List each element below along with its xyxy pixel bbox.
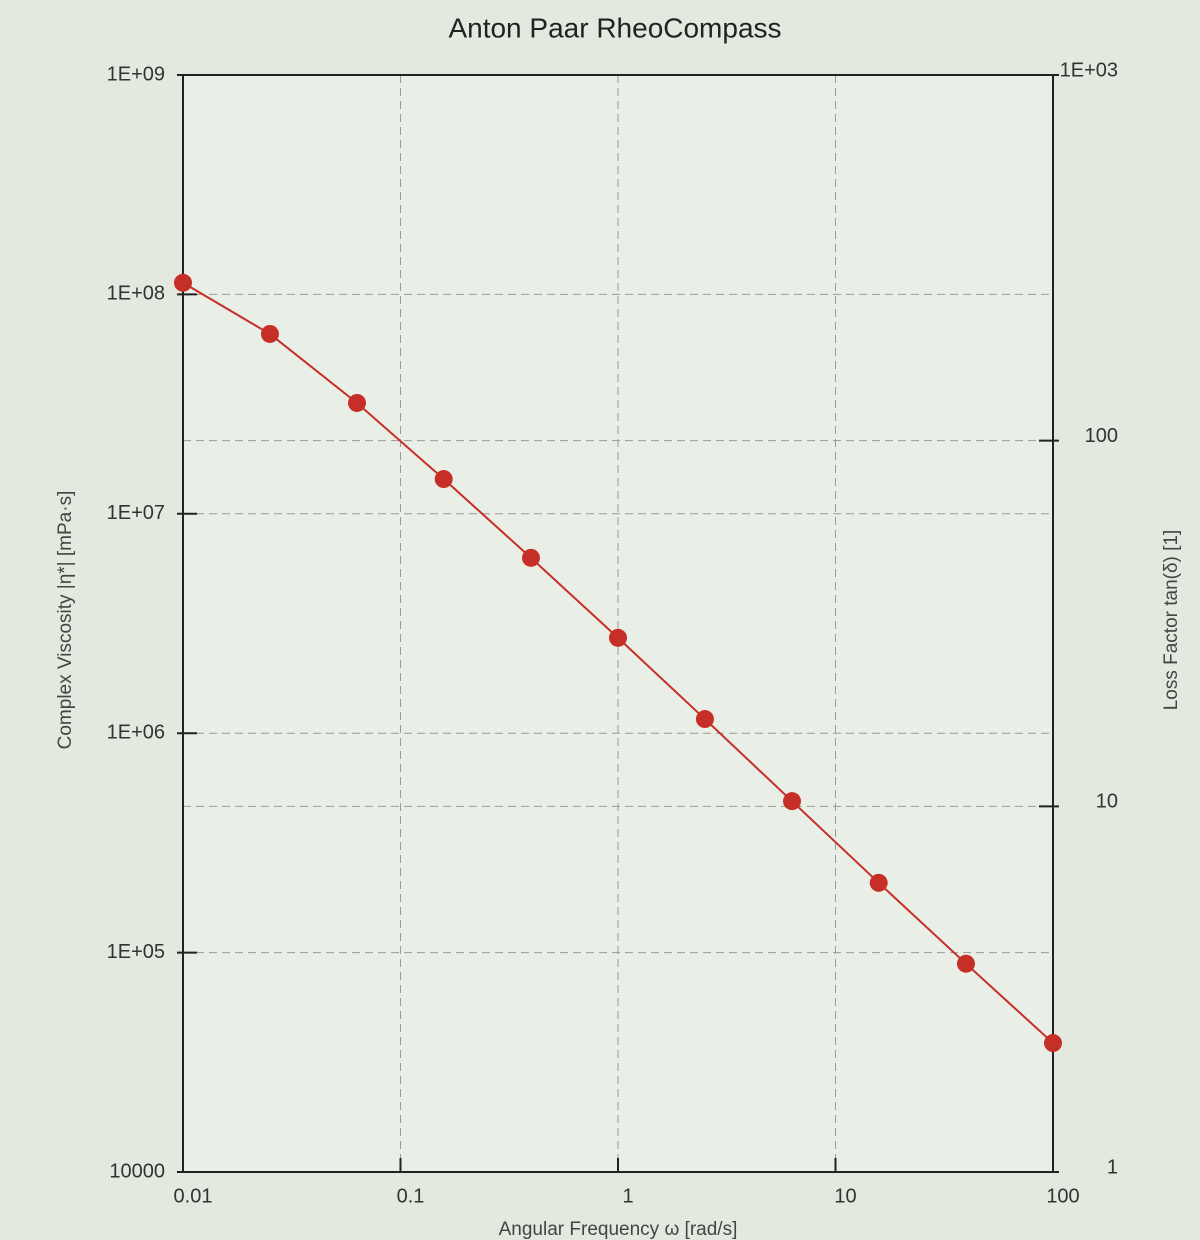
y2-tick-label: 1 <box>1107 1156 1118 1178</box>
y-tick-label: 10000 <box>109 1160 165 1182</box>
x-tick-label: 1 <box>622 1185 633 1207</box>
data-point <box>174 273 192 292</box>
x-tick-label: 0.1 <box>397 1185 425 1207</box>
data-point <box>609 628 627 647</box>
x-axis-title: Angular Frequency ω [rad/s] <box>499 1219 738 1240</box>
x-tick-label: 0.01 <box>174 1185 213 1207</box>
y-tick-label: 1E+06 <box>107 721 165 743</box>
y-tick-label: 1E+07 <box>107 502 165 524</box>
data-point <box>956 954 975 973</box>
y-axis-title: Complex Viscosity |η*| [mPa·s] <box>55 491 76 750</box>
y2-tick-label: 10 <box>1096 791 1118 813</box>
chart-title: Anton Paar RheoCompass <box>448 12 781 43</box>
x-tick-label: 10 <box>834 1185 856 1207</box>
y2-axis-title: Loss Factor tan(δ) [1] <box>1161 530 1182 711</box>
data-point <box>521 548 540 567</box>
data-point <box>783 792 802 811</box>
data-point <box>348 393 367 412</box>
y-tick-label: 1E+09 <box>107 63 165 85</box>
y2-tick-label: 100 <box>1085 425 1118 447</box>
data-point <box>434 470 453 489</box>
x-tick-label: 100 <box>1046 1185 1079 1207</box>
y-tick-label: 1E+05 <box>107 941 165 963</box>
data-point <box>1044 1034 1062 1053</box>
data-point <box>260 324 279 343</box>
data-point <box>695 710 714 729</box>
plot-frame <box>182 74 1054 1173</box>
y-tick-label: 1E+08 <box>107 283 165 305</box>
data-point <box>869 873 888 892</box>
y2-tick-label: 1E+03 <box>1060 59 1118 81</box>
